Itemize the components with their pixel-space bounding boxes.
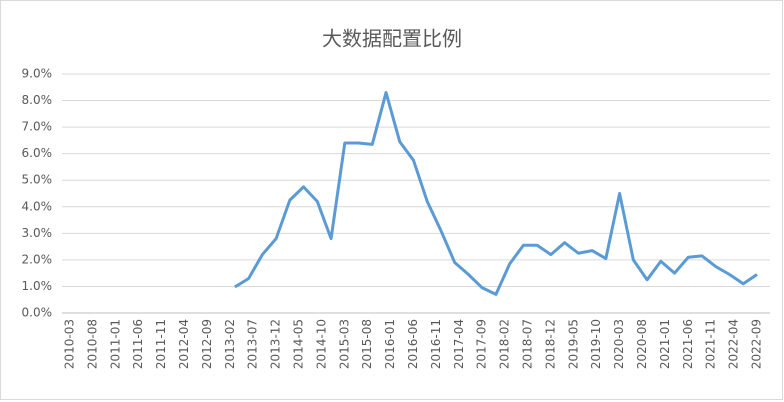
x-tick-label: 2018-07: [521, 319, 535, 369]
x-tick-label: 2014-05: [292, 319, 306, 369]
x-tick-label: 2010-08: [85, 319, 99, 369]
x-tick-label: 2021-06: [681, 319, 695, 369]
y-tick-label: 9.0%: [22, 67, 53, 81]
y-tick-label: 8.0%: [22, 93, 53, 107]
x-tick-label: 2014-10: [314, 319, 328, 369]
x-tick-label: 2022-04: [727, 319, 741, 369]
y-tick-label: 6.0%: [22, 146, 53, 160]
x-tick-label: 2010-03: [63, 319, 77, 369]
chart-title: 大数据配置比例: [322, 27, 462, 51]
x-tick-label: 2019-05: [566, 319, 580, 369]
x-tick-label: 2020-03: [612, 319, 626, 369]
y-tick-label: 5.0%: [22, 173, 53, 187]
x-tick-label: 2021-01: [658, 319, 672, 369]
y-tick-label: 4.0%: [22, 199, 53, 213]
x-tick-label: 2011-06: [131, 319, 145, 369]
x-tick-label: 2016-01: [383, 319, 397, 369]
x-tick-label: 2020-08: [635, 319, 649, 369]
x-tick-label: 2019-10: [589, 319, 603, 369]
x-tick-label: 2012-09: [200, 319, 214, 369]
x-tick-label: 2017-09: [475, 319, 489, 369]
x-tick-label: 2013-02: [223, 319, 237, 369]
y-tick-label: 1.0%: [22, 279, 53, 293]
x-tick-label: 2013-12: [269, 319, 283, 369]
x-tick-label: 2011-01: [108, 319, 122, 369]
x-tick-label: 2017-04: [452, 319, 466, 369]
x-tick-label: 2015-08: [360, 319, 374, 369]
x-tick-label: 2015-03: [337, 319, 351, 369]
x-tick-label: 2013-07: [246, 319, 260, 369]
x-tick-label: 2016-06: [406, 319, 420, 369]
y-tick-label: 3.0%: [22, 226, 53, 240]
x-tick-label: 2012-04: [177, 319, 191, 369]
line-series: [234, 91, 758, 296]
x-tick-label: 2021-11: [704, 319, 718, 369]
x-tick-label: 2018-02: [498, 319, 512, 369]
y-tick-label: 7.0%: [22, 120, 53, 134]
x-tick-label: 2011-11: [154, 319, 168, 369]
x-tick-label: 2018-12: [543, 319, 557, 369]
y-tick-label: 2.0%: [22, 252, 53, 266]
x-tick-label: 2022-09: [750, 319, 764, 369]
x-tick-label: 2016-11: [429, 319, 443, 369]
y-tick-label: 0.0%: [22, 306, 53, 320]
